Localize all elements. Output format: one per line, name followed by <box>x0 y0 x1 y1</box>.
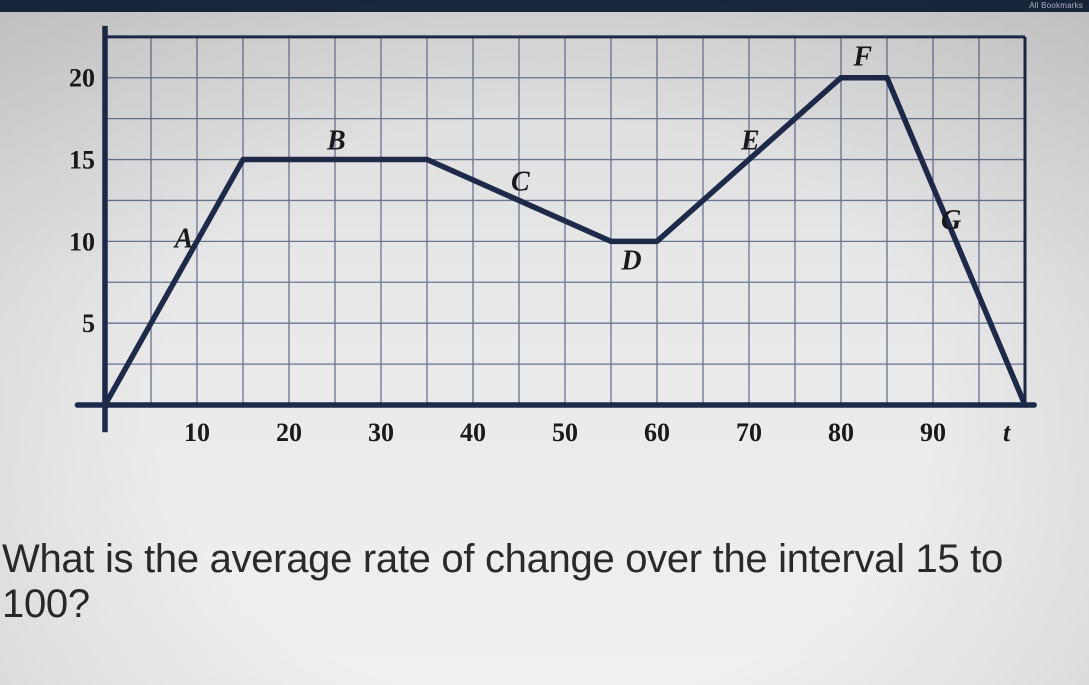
browser-top-bar: All Bookmarks <box>0 0 1089 12</box>
point-label-e: E <box>740 126 760 157</box>
y-tick-label: 20 <box>69 64 95 93</box>
x-tick-label: 70 <box>736 418 762 447</box>
y-tick-label: 5 <box>82 309 95 338</box>
x-axis-variable-label: t <box>1003 418 1011 447</box>
point-label-g: G <box>941 205 961 236</box>
line-chart-svg: 5 10 15 20 10 20 30 40 50 60 70 80 90 t A B C D E F G <box>45 25 1055 485</box>
x-tick-label: 10 <box>184 418 210 447</box>
x-tick-label: 40 <box>460 418 486 447</box>
point-label-b: B <box>326 126 346 157</box>
x-tick-label: 80 <box>828 418 854 447</box>
x-tick-label: 60 <box>644 418 670 447</box>
y-tick-label: 10 <box>69 227 95 256</box>
x-tick-label: 20 <box>276 418 302 447</box>
y-tick-label: 15 <box>69 146 95 175</box>
x-tick-label: 50 <box>552 418 578 447</box>
point-label-d: D <box>620 245 641 276</box>
point-label-c: C <box>511 166 530 197</box>
point-label-f: F <box>852 42 872 73</box>
point-label-a: A <box>173 223 194 254</box>
question-text: What is the average rate of change over … <box>0 537 1089 627</box>
x-tick-label: 30 <box>368 418 394 447</box>
chart-area: 5 10 15 20 10 20 30 40 50 60 70 80 90 t A B C D E F G <box>45 25 1055 485</box>
x-tick-label: 90 <box>920 418 946 447</box>
bookmarks-label: All Bookmarks <box>1029 1 1083 10</box>
